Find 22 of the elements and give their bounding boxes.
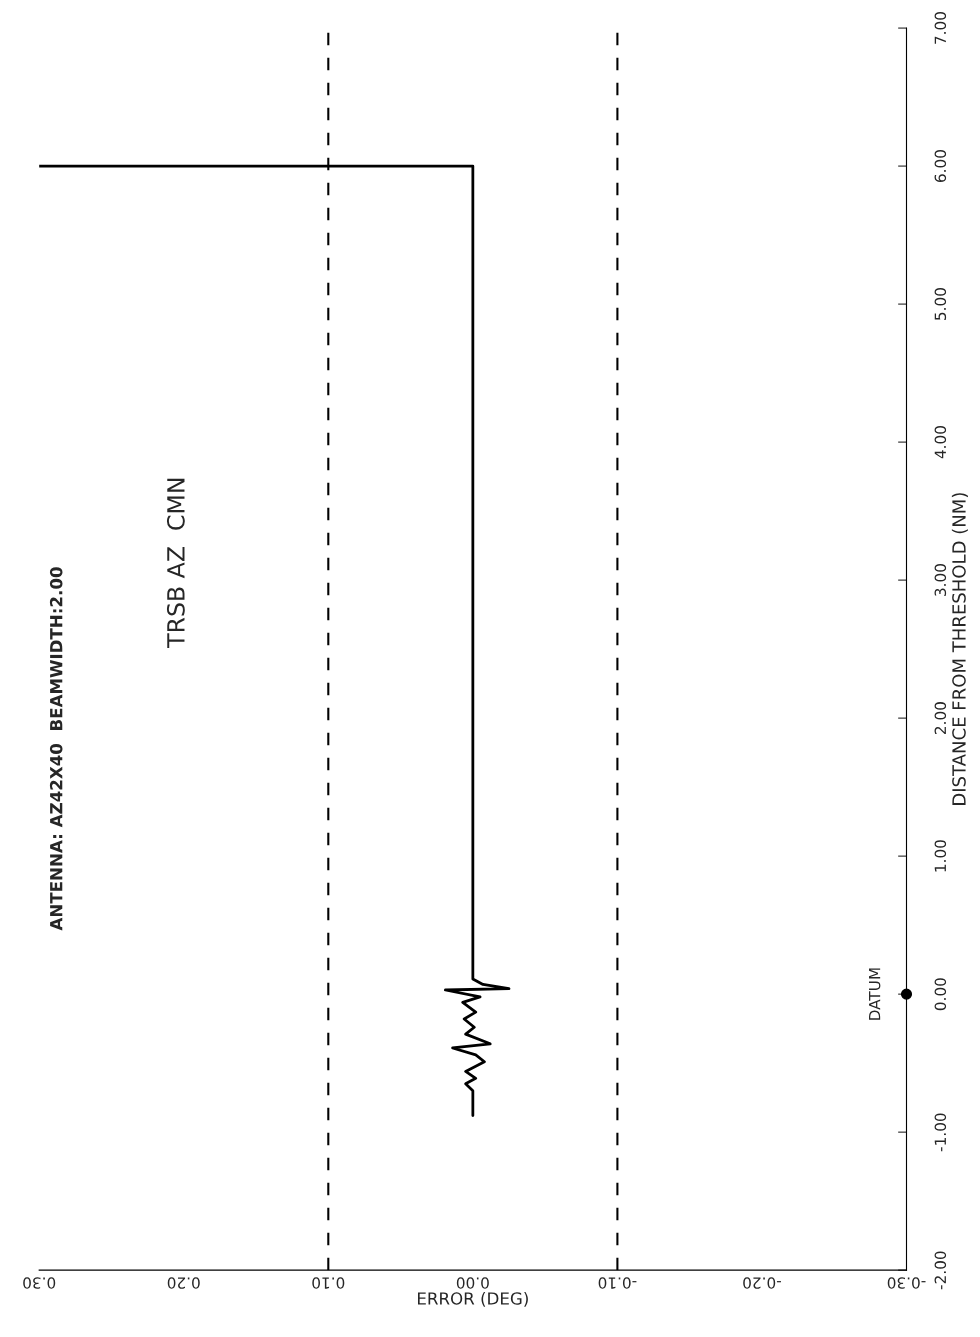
x-tick-label: -0.10 [598, 1277, 637, 1289]
x-tick-label: -0.20 [743, 1277, 781, 1289]
x-axis-title: ERROR (DEG) [418, 1291, 528, 1307]
x-tick-label: 0.00 [456, 1277, 489, 1289]
annotation: DATUM [869, 968, 881, 1020]
y-axis-title: DISTANCE FROM THRESHOLD (NM) [951, 493, 968, 805]
y-tick-label: 2.00 [934, 702, 947, 735]
y-tick-label: 4.00 [934, 426, 947, 459]
x-tick-label: -0.30 [887, 1277, 926, 1289]
text: TRSB AZ CMN [166, 478, 185, 648]
y-tick-label: 5.00 [934, 288, 947, 320]
y-tick-label: -1.00 [934, 1113, 947, 1152]
y-tick-label: 1.00 [934, 840, 947, 872]
y-tick-label: -2.00 [934, 1251, 947, 1290]
x-tick-label: 0.10 [312, 1277, 345, 1289]
text: ANTENNA: AZ42X40 BEAMWIDTH:2.00 [49, 567, 63, 931]
x-tick-label: 0.30 [23, 1277, 56, 1289]
y-tick-label: 6.00 [934, 150, 947, 183]
y-tick-label: 3.00 [934, 564, 947, 596]
y-tick-label: 0.00 [934, 978, 947, 1011]
x-tick-label: 0.20 [167, 1277, 200, 1289]
y-tick-label: 7.00 [934, 12, 947, 44]
